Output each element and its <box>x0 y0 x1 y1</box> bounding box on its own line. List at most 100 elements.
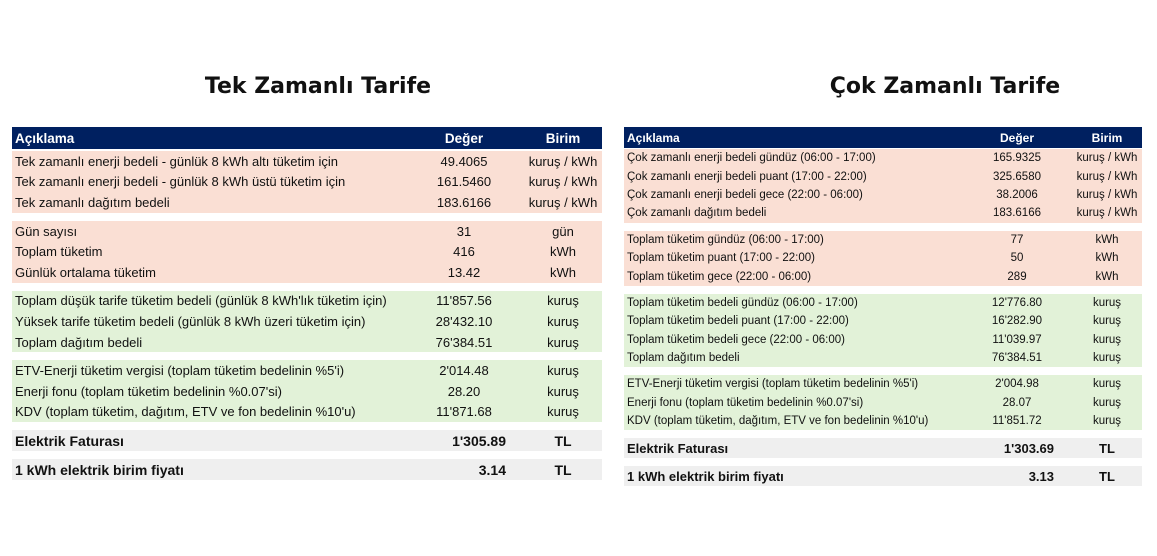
row-value: 1'305.89 <box>452 432 506 449</box>
row-description: Çok zamanlı enerji bedeli gece (22:00 - … <box>627 188 863 201</box>
row-unit: gün <box>552 223 574 239</box>
row-value: 11'039.97 <box>992 333 1042 346</box>
row-description: Toplam tüketim gece (22:00 - 06:00) <box>627 270 812 283</box>
table-row: Çok zamanlı dağıtım bedeli 183.6166 kuruş … <box>624 204 1142 222</box>
row-unit: kuruş <box>1092 315 1122 328</box>
row-unit: TL <box>554 432 572 449</box>
header-description: Açıklama <box>15 130 75 146</box>
table-row: Toplam dağıtım bedeli 76'384.51 kuruş <box>624 349 1142 367</box>
row-value: 38.2006 <box>996 188 1038 201</box>
table-row: Toplam düşük tarife tüketim bedeli (günl… <box>12 291 602 312</box>
row-unit: kuruş <box>547 334 579 350</box>
row-description: Günlük ortalama tüketim <box>15 264 156 280</box>
row-description: Toplam tüketim bedeli gündüz (06:00 - 17… <box>627 296 858 309</box>
row-description: Tek zamanlı enerji bedeli - günlük 8 kWh… <box>15 174 346 190</box>
table-row: Çok zamanlı enerji bedeli gündüz (06:00 … <box>624 149 1142 167</box>
row-unit: kuruş / kWh <box>1076 152 1138 165</box>
row-value: 28.20 <box>447 383 481 399</box>
row-value: 2'004.98 <box>995 378 1039 391</box>
row-description: Elektrik Faturası <box>15 432 124 449</box>
row-value: 289 <box>1007 270 1027 283</box>
table-row: Toplam tüketim bedeli gündüz (06:00 - 17… <box>624 294 1142 312</box>
header-unit: Birim <box>1091 130 1123 145</box>
row-unit: kuruş <box>547 404 579 420</box>
row-unit: kuruş <box>1092 378 1122 391</box>
multi-tariff-title: Çok Zamanlı Tarife <box>829 74 1061 99</box>
row-value: 416 <box>453 244 475 260</box>
table-row: Enerji fonu (toplam tüketim bedelinin %0… <box>12 381 602 402</box>
row-group: 1 kWh elektrik birim fiyatı 3.14 TL <box>12 459 602 481</box>
row-description: Toplam dağıtım bedeli <box>15 334 143 350</box>
row-description: Toplam düşük tarife tüketim bedeli (günl… <box>15 293 387 309</box>
row-description: ETV-Enerji tüketim vergisi (toplam tüket… <box>15 363 345 379</box>
row-group: Elektrik Faturası 1'303.69 TL <box>624 438 1142 459</box>
row-description: KDV (toplam tüketim, dağıtım, ETV ve fon… <box>15 404 356 420</box>
table-row: Tek zamanlı enerji bedeli - günlük 8 kWh… <box>12 151 602 172</box>
row-value: 1'303.69 <box>1003 440 1054 456</box>
row-unit: kuruş / kWh <box>1076 188 1138 201</box>
row-value: 3.13 <box>1028 468 1054 484</box>
row-unit: kuruş <box>547 363 579 379</box>
row-unit: kuruş <box>1092 333 1122 346</box>
row-description: Enerji fonu (toplam tüketim bedelinin %0… <box>15 383 282 399</box>
row-value: 28'432.10 <box>435 313 493 329</box>
row-unit: kWh <box>1095 270 1119 283</box>
row-value: 28.07 <box>1002 396 1032 409</box>
summary-row: 1 kWh elektrik birim fiyatı 3.13 TL <box>624 466 1142 486</box>
row-description: Toplam tüketim bedeli gece (22:00 - 06:0… <box>627 333 845 346</box>
multi-tariff-table: Açıklama Değer Birim Çok zamanlı enerji … <box>624 127 1142 494</box>
table-row: Toplam tüketim 416 kWh <box>12 241 602 262</box>
row-description: Enerji fonu (toplam tüketim bedelinin %0… <box>627 396 864 409</box>
row-group: Toplam tüketim bedeli gündüz (06:00 - 17… <box>624 293 1142 368</box>
row-value: 49.4065 <box>440 153 488 169</box>
row-description: Toplam tüketim bedeli puant (17:00 - 22:… <box>627 315 849 328</box>
row-unit: kuruş <box>547 383 579 399</box>
row-unit: kuruş / kWh <box>1076 207 1138 220</box>
row-description: 1 kWh elektrik birim fiyatı <box>15 461 184 478</box>
row-value: 31 <box>456 223 472 239</box>
row-description: Elektrik Faturası <box>627 440 729 456</box>
table-row: Toplam tüketim bedeli gece (22:00 - 06:0… <box>624 331 1142 349</box>
table-row: Toplam tüketim bedeli puant (17:00 - 22:… <box>624 312 1142 330</box>
row-unit: kuruş / kWh <box>1076 170 1138 183</box>
row-description: Yüksek tarife tüketim bedeli (günlük 8 k… <box>15 313 366 329</box>
summary-row: Elektrik Faturası 1'305.89 TL <box>12 430 602 451</box>
table-row: Toplam dağıtım bedeli 76'384.51 kuruş <box>12 332 602 353</box>
row-value: 3.14 <box>478 461 506 478</box>
row-description: Toplam dağıtım bedeli <box>627 352 740 365</box>
table-row: ETV-Enerji tüketim vergisi (toplam tüket… <box>12 360 602 381</box>
table-header: Açıklama Değer Birim <box>624 127 1142 148</box>
table-header: Açıklama Değer Birim <box>12 127 602 149</box>
single-tariff-title: Tek Zamanlı Tarife <box>204 74 432 99</box>
row-value: 11'857.56 <box>436 293 492 309</box>
row-description: 1 kWh elektrik birim fiyatı <box>627 468 784 484</box>
row-value: 11'851.72 <box>992 415 1042 428</box>
row-group: ETV-Enerji tüketim vergisi (toplam tüket… <box>624 375 1142 431</box>
row-value: 16'282.90 <box>991 315 1043 328</box>
row-group: Tek zamanlı enerji bedeli - günlük 8 kWh… <box>12 151 602 213</box>
table-row: Tek zamanlı dağıtım bedeli 183.6166 kuruş … <box>12 192 602 213</box>
row-group: 1 kWh elektrik birim fiyatı 3.13 TL <box>624 466 1142 487</box>
table-row: ETV-Enerji tüketim vergisi (toplam tüket… <box>624 375 1142 393</box>
row-unit: kuruş <box>547 293 579 309</box>
table-row: Toplam tüketim gündüz (06:00 - 17:00) 77 k… <box>624 231 1142 249</box>
row-description: Toplam tüketim gündüz (06:00 - 17:00) <box>627 233 824 246</box>
row-value: 50 <box>1010 252 1024 265</box>
row-group: Toplam tüketim gündüz (06:00 - 17:00) 77 k… <box>624 230 1142 286</box>
row-description: Gün sayısı <box>15 223 78 239</box>
row-value: 183.6166 <box>993 207 1041 220</box>
single-tariff-table: Açıklama Değer Birim Tek zamanlı enerji … <box>12 127 602 488</box>
row-unit: TL <box>1099 468 1115 484</box>
row-group: Toplam düşük tarife tüketim bedeli (günl… <box>12 290 602 353</box>
table-row: Gün sayısı 31 gün <box>12 221 602 242</box>
row-value: 165.9325 <box>993 152 1041 165</box>
header-value: Değer <box>999 130 1034 145</box>
row-unit: TL <box>554 461 572 478</box>
row-value: 13.42 <box>447 264 481 280</box>
row-unit: TL <box>1099 440 1115 456</box>
row-description: Tek zamanlı enerji bedeli - günlük 8 kWh… <box>15 153 338 169</box>
row-description: Tek zamanlı dağıtım bedeli <box>15 194 170 210</box>
row-value: 12'776.80 <box>991 296 1043 309</box>
row-unit: kuruş <box>1092 296 1122 309</box>
row-group: Elektrik Faturası 1'305.89 TL <box>12 430 602 452</box>
